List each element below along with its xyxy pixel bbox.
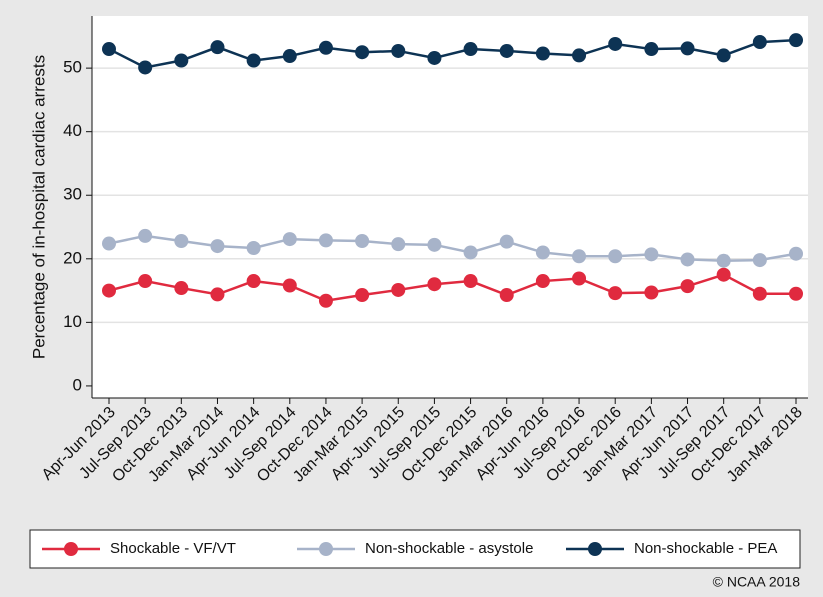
series-point <box>789 286 803 301</box>
series-point <box>716 48 731 63</box>
series-point <box>463 274 478 289</box>
series-point <box>644 42 659 57</box>
series-point <box>138 60 153 75</box>
series-point <box>318 233 333 248</box>
series-point <box>680 252 695 267</box>
series-point <box>355 288 370 303</box>
legend-marker <box>588 542 602 556</box>
series-point <box>174 53 189 68</box>
series-point <box>535 245 550 260</box>
series-point <box>572 48 587 63</box>
series-point <box>246 53 261 68</box>
series-point <box>427 277 442 292</box>
series-point <box>355 234 370 249</box>
series-point <box>572 249 587 264</box>
y-axis-label: Percentage of in-hospital cardiac arrest… <box>29 55 48 359</box>
series-point <box>752 286 767 301</box>
series-point <box>391 43 406 58</box>
legend-marker <box>319 542 333 556</box>
legend-label: Non-shockable - asystole <box>365 540 533 557</box>
series-point <box>535 274 550 289</box>
y-tick-label: 20 <box>63 248 82 267</box>
series-point <box>246 274 261 289</box>
legend-box <box>29 529 801 569</box>
series-point <box>535 46 550 61</box>
series-point <box>318 293 333 308</box>
series-point <box>138 274 153 289</box>
series-point <box>174 234 189 249</box>
y-tick-label: 30 <box>63 185 82 204</box>
series-point <box>427 237 442 252</box>
series-point <box>138 228 153 243</box>
series-point <box>716 253 731 268</box>
series-point <box>499 43 514 58</box>
plot-area <box>92 16 808 398</box>
legend-label: Non-shockable - PEA <box>634 540 777 557</box>
series-point <box>499 234 514 249</box>
series-point <box>608 249 623 264</box>
series-point <box>463 42 478 57</box>
series-point <box>102 236 116 251</box>
series-point <box>463 245 478 260</box>
series-point <box>608 36 623 51</box>
y-tick-label: 0 <box>73 375 82 394</box>
series-point <box>355 45 370 60</box>
series-point <box>644 285 659 300</box>
credit: © NCAA 2018 <box>713 574 801 590</box>
series-point <box>282 49 297 64</box>
legend-label: Shockable - VF/VT <box>110 540 236 557</box>
legend-marker <box>64 542 78 556</box>
series-point <box>644 247 659 262</box>
series-point <box>282 232 297 247</box>
series-point <box>210 239 225 254</box>
series-point <box>608 286 623 301</box>
series-point <box>680 279 695 294</box>
series-point <box>210 40 225 55</box>
series-point <box>789 33 803 48</box>
series-point <box>318 40 333 55</box>
y-tick-label: 40 <box>63 121 82 140</box>
series-point <box>391 237 406 252</box>
series-point <box>752 35 767 50</box>
series-point <box>572 271 587 286</box>
series-point <box>427 50 442 65</box>
series-point <box>282 278 297 293</box>
series-point <box>246 240 261 255</box>
series-point <box>174 281 189 296</box>
y-tick-label: 10 <box>63 312 82 331</box>
series-point <box>499 288 514 303</box>
series-point <box>102 283 116 298</box>
y-tick-label: 50 <box>63 58 82 77</box>
series-point <box>102 42 116 57</box>
series-point <box>716 267 731 282</box>
series-point <box>752 253 767 268</box>
series-point <box>680 41 695 56</box>
series-point <box>789 246 803 261</box>
series-point <box>391 282 406 297</box>
series-point <box>210 287 225 302</box>
